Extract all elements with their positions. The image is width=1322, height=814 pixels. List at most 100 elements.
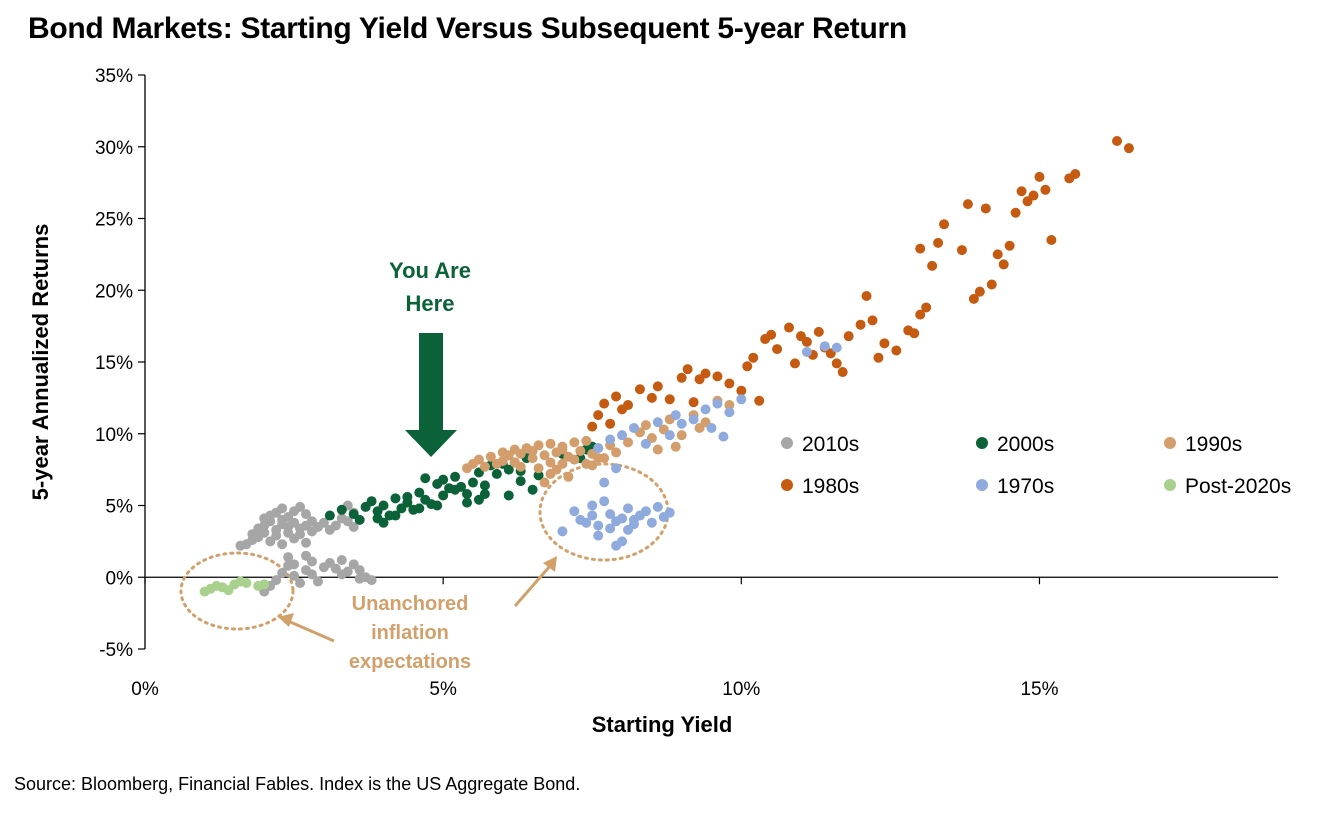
data-point <box>283 552 294 563</box>
data-point <box>295 577 306 588</box>
data-point <box>306 569 317 580</box>
data-point <box>479 489 490 500</box>
data-point <box>1034 171 1045 182</box>
data-point <box>414 487 425 498</box>
legend-item: 2000s <box>976 433 1054 456</box>
legend-marker <box>976 437 988 449</box>
data-point <box>1016 186 1027 197</box>
legend-marker <box>781 437 793 449</box>
legend-marker <box>976 479 988 491</box>
data-point <box>330 520 341 531</box>
data-point <box>479 480 490 491</box>
data-point <box>754 395 765 406</box>
data-point <box>688 414 699 425</box>
data-point <box>670 410 681 421</box>
data-point <box>694 423 705 434</box>
data-point <box>479 461 490 472</box>
data-point <box>557 526 568 537</box>
data-point <box>676 430 687 441</box>
data-point <box>831 358 842 369</box>
data-point <box>909 328 920 339</box>
data-point <box>533 463 544 474</box>
data-point <box>569 454 580 465</box>
data-point <box>336 504 347 515</box>
legend-label: 2000s <box>997 433 1054 456</box>
data-point <box>569 506 580 517</box>
annotations-layer: You Are Here Unanchored inflation expectatio… <box>278 258 557 673</box>
data-point <box>557 444 568 455</box>
data-point <box>611 447 622 458</box>
legend-marker <box>781 479 793 491</box>
data-point <box>438 474 449 485</box>
data-point <box>259 579 270 590</box>
data-point <box>968 293 979 304</box>
data-point <box>623 400 634 411</box>
data-point <box>593 530 604 541</box>
data-point <box>366 496 377 507</box>
data-point <box>306 556 317 567</box>
legend-item: 1990s <box>1164 433 1242 456</box>
data-point <box>736 385 747 396</box>
data-point <box>664 430 675 441</box>
data-point <box>628 519 639 530</box>
unanchored-arrow-left-head <box>278 613 294 627</box>
data-point <box>241 577 252 588</box>
data-point <box>855 319 866 330</box>
legend-label: 1980s <box>802 475 859 498</box>
data-point <box>575 445 586 456</box>
data-point <box>956 245 967 256</box>
data-point <box>837 367 848 378</box>
data-point <box>378 500 389 511</box>
y-tick-label: 35% <box>95 66 133 87</box>
data-point <box>467 477 478 488</box>
data-point <box>545 457 556 468</box>
data-point <box>939 219 950 230</box>
data-point <box>301 537 312 548</box>
data-point <box>724 378 735 389</box>
data-point <box>324 510 335 521</box>
data-point <box>974 286 985 297</box>
data-point <box>992 249 1003 260</box>
data-point <box>289 559 300 570</box>
data-point <box>676 372 687 383</box>
data-point <box>462 497 473 508</box>
data-point <box>724 400 735 411</box>
legend-marker <box>1164 479 1176 491</box>
data-point <box>617 536 628 547</box>
data-point <box>676 418 687 429</box>
series-1980s <box>587 136 1134 432</box>
unanchored-arrow-left-shaft <box>287 619 335 643</box>
data-point <box>527 484 538 495</box>
data-point <box>1010 207 1021 218</box>
legend-item: 1980s <box>781 475 859 498</box>
data-point <box>593 453 604 464</box>
data-point <box>473 454 484 465</box>
data-point <box>611 463 622 474</box>
y-tick-label: 20% <box>95 281 133 302</box>
data-point <box>646 392 657 403</box>
unanchored-circle-left <box>179 551 295 631</box>
series-2010s <box>235 500 377 597</box>
data-point <box>634 384 645 395</box>
data-point <box>724 407 735 418</box>
y-tick-label: 15% <box>95 353 133 374</box>
data-point <box>1123 143 1134 154</box>
unanchored-label-line3: expectations <box>349 651 471 673</box>
data-point <box>873 352 884 363</box>
data-point <box>670 441 681 452</box>
data-point <box>688 397 699 408</box>
data-point <box>420 473 431 484</box>
data-point <box>527 453 538 464</box>
data-point <box>801 346 812 357</box>
data-point <box>563 471 574 482</box>
data-point <box>1040 184 1051 195</box>
source-note: Source: Bloomberg, Financial Fables. Ind… <box>14 774 581 794</box>
data-point <box>623 437 634 448</box>
data-point <box>1004 240 1015 251</box>
y-tick-label: -5% <box>99 640 133 661</box>
data-point <box>336 555 347 566</box>
x-tick-label: 0% <box>131 679 159 700</box>
data-point <box>599 496 610 507</box>
data-point <box>438 490 449 501</box>
